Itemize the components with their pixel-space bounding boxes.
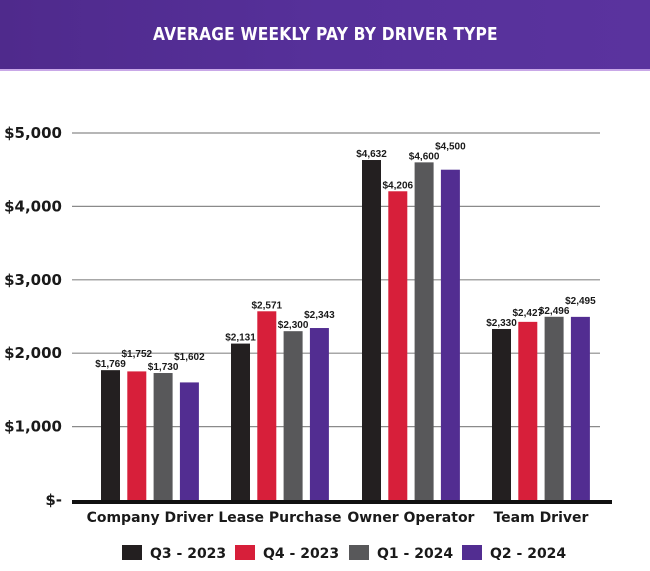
chart-title: AVERAGE WEEKLY PAY BY DRIVER TYPE [152,24,498,45]
bar-owner-operator-q2-2024 [440,169,460,500]
legend-label: Q2 - 2024 [490,546,566,562]
legend-swatch [122,545,142,560]
legend-label: Q3 - 2023 [150,546,226,562]
bar-lease-purchase-q2-2024 [309,328,329,500]
data-labels: $1,769$1,752 $1,730$1,602 $2,131 $2,571 $2,3… [95,141,596,373]
bar-company-driver-q3-2023 [101,370,120,500]
bar-team-driver-q2-2024 [570,316,590,500]
legend: Q3 - 2023 Q4 - 2023 Q1 - 2024 Q2 - 2024 [122,545,566,562]
bar-owner-operator-q3-2023 [362,160,381,500]
legend-label: Q1 - 2024 [377,546,453,562]
category-label: Team Driver [493,510,588,526]
bar-company-driver-q1-2024 [153,373,173,500]
data-label: $4,500 [435,141,466,152]
bar-lease-purchase-q4-2023 [257,311,277,500]
bar-lease-purchase-q3-2023 [231,343,250,500]
y-tick-label: $1,000 [4,418,62,436]
data-label: $2,496 [539,306,570,317]
data-label: $2,495 [565,296,596,307]
bar-team-driver-q1-2024 [544,316,564,500]
category-labels: Company Driver Lease Purchase Owner Operat… [87,510,589,526]
y-tick-label: $4,000 [4,197,62,215]
data-label: $1,730 [148,362,179,373]
category-label: Owner Operator [347,510,474,526]
data-label: $4,600 [409,151,440,162]
data-label: $2,427 [513,308,544,319]
y-tick-label: $5,000 [4,124,62,142]
legend-swatch [235,545,255,560]
y-tick-label: $- [45,491,62,509]
bar-team-driver-q4-2023 [518,321,538,500]
legend-swatch [349,545,369,560]
data-label: $2,571 [252,300,283,311]
data-label: $4,206 [383,180,414,191]
legend-swatch [462,545,482,560]
y-tick-label: $3,000 [4,271,62,289]
data-label: $2,330 [486,318,517,329]
data-label: $1,602 [174,352,205,363]
bar-owner-operator-q4-2023 [388,191,408,500]
data-label: $4,632 [356,149,387,160]
data-label: $2,300 [278,320,309,331]
bars [101,160,590,501]
data-label: $1,769 [95,359,126,370]
data-label: $1,752 [122,349,153,360]
data-label: $2,343 [304,310,335,321]
bar-company-driver-q2-2024 [179,382,199,500]
y-tick-label: $2,000 [4,344,62,362]
bar-owner-operator-q1-2024 [414,162,434,501]
bar-lease-purchase-q1-2024 [283,331,303,500]
category-label: Company Driver [87,510,214,526]
bar-team-driver-q3-2023 [492,328,511,500]
chart-header-banner: AVERAGE WEEKLY PAY BY DRIVER TYPE [0,0,650,71]
category-label: Lease Purchase [218,510,341,526]
legend-label: Q4 - 2023 [263,546,339,562]
y-axis-tick-labels: $- $1,000 $2,000 $3,000 $4,000 $5,000 [4,124,62,509]
bar-company-driver-q4-2023 [127,371,147,500]
data-label: $2,131 [225,333,256,344]
